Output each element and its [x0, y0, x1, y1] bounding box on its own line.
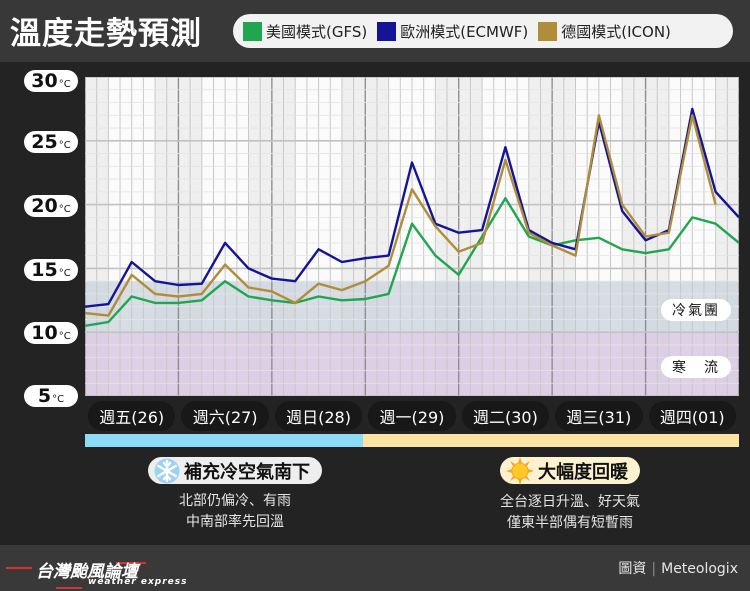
credit-label: 圖資	[618, 561, 647, 577]
brand-accent-line	[116, 562, 146, 564]
y-tick-15: 15 °C	[24, 259, 78, 281]
series-line	[85, 107, 739, 308]
y-tick-10: 10 °C	[24, 322, 78, 344]
day-label: 週一(29)	[368, 401, 456, 431]
series-line	[85, 196, 739, 327]
note-warm-period: 大幅度回暖 全台逐日升溫、好天氣 僅東半部偶有短暫雨	[455, 456, 685, 534]
series-line	[85, 114, 717, 317]
legend-label: 美國模式(GFS)	[266, 22, 368, 41]
note-badge-warm: 大幅度回暖	[500, 456, 640, 485]
chart-legend: 美國模式(GFS) 歐洲模式(ECMWF) 德國模式(ICON)	[233, 14, 733, 48]
y-tick-20: 20 °C	[24, 195, 78, 217]
day-label: 週五(26)	[88, 401, 176, 431]
y-tick-unit: °C	[58, 78, 71, 90]
y-tick-unit: °C	[58, 330, 71, 342]
data-credit: 圖資 | Meteologix	[618, 558, 738, 578]
y-tick-value: 25	[31, 131, 58, 153]
legend-swatch-gfs	[243, 21, 262, 41]
credit-source: Meteologix	[661, 561, 738, 577]
note-line: 全台逐日升溫、好天氣	[500, 493, 640, 510]
chart-area: 30 °C 25 °C 20 °C 15 °C 10 °C 5 °C 冷氣團 寒 流 週五(…	[0, 62, 750, 457]
header-bar: 溫度走勢預測 美國模式(GFS) 歐洲模式(ECMWF) 德國模式(ICON)	[0, 0, 750, 62]
legend-item-ecmwf: 歐洲模式(ECMWF)	[377, 21, 528, 42]
legend-item-gfs: 美國模式(GFS)	[243, 21, 367, 42]
page-title: 溫度走勢預測	[10, 16, 202, 52]
note-line: 北部仍偏冷、有雨	[179, 492, 291, 509]
legend-item-icon: 德國模式(ICON)	[538, 21, 671, 42]
legend-swatch-ecmwf	[377, 21, 397, 41]
note-line: 中南部率先回溫	[186, 513, 284, 530]
brand-tagline: weather express	[88, 577, 188, 587]
y-tick-5: 5 °C	[24, 385, 78, 407]
note-title: 大幅度回暖	[538, 461, 628, 483]
note-title: 補充冷空氣南下	[184, 461, 310, 483]
period-bar-warm	[363, 434, 739, 447]
legend-label: 歐洲模式(ECMWF)	[400, 22, 529, 41]
credit-separator: |	[651, 561, 657, 577]
day-label: 週二(30)	[461, 401, 550, 431]
note-line: 僅東半部偶有短暫雨	[507, 514, 633, 531]
legend-swatch-icon	[538, 21, 558, 41]
day-label: 週六(27)	[181, 401, 269, 431]
zone-label-cold-wave: 寒 流	[661, 356, 731, 378]
footer-bar: 台灣颱風論壇 weather express 圖資 | Meteologix	[0, 545, 750, 591]
y-tick-value: 5	[37, 385, 52, 407]
brand-logo: 台灣颱風論壇	[36, 562, 138, 582]
y-tick-value: 10	[31, 322, 58, 344]
note-cold-period: 補充冷空氣南下 北部仍偏冷、有雨 中南部率先回溫	[120, 457, 350, 533]
snowflake-icon	[154, 458, 180, 483]
y-tick-unit: °C	[58, 139, 71, 151]
day-label: 週日(28)	[274, 401, 363, 431]
y-tick-30: 30 °C	[24, 70, 78, 92]
note-badge-cold: 補充冷空氣南下	[148, 457, 322, 484]
brand-accent-line	[56, 587, 82, 589]
day-label: 週三(31)	[555, 401, 643, 431]
period-bar-cold	[85, 434, 363, 447]
y-tick-unit: °C	[58, 203, 71, 215]
day-label: 週四(01)	[648, 401, 736, 431]
y-tick-unit: °C	[58, 267, 71, 279]
line-chart-svg	[85, 77, 739, 396]
sun-icon	[506, 456, 534, 485]
y-tick-value: 15	[31, 259, 58, 281]
zone-label-cold-air: 冷氣團	[661, 299, 731, 321]
plot-area: 冷氣團 寒 流	[85, 77, 739, 396]
legend-label: 德國模式(ICON)	[561, 22, 671, 41]
y-tick-value: 30	[31, 70, 58, 92]
y-tick-25: 25 °C	[24, 131, 78, 153]
x-axis-days: 週五(26) 週六(27) 週日(28) 週一(29) 週二(30) 週三(31…	[85, 401, 739, 435]
y-tick-unit: °C	[52, 393, 65, 405]
y-tick-value: 20	[31, 195, 58, 217]
brand-accent-line	[6, 567, 32, 569]
